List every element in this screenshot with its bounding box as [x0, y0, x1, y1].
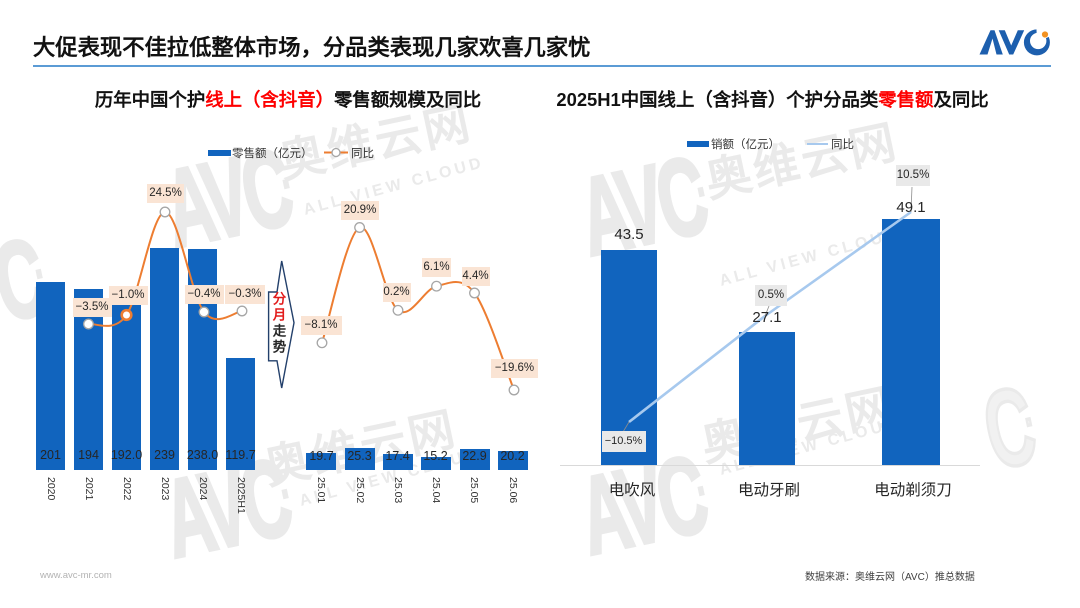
svg-text:分: 分 — [273, 292, 287, 307]
svg-text:势: 势 — [273, 339, 287, 355]
svg-text:月: 月 — [272, 308, 287, 323]
svg-text:走: 走 — [273, 324, 287, 339]
